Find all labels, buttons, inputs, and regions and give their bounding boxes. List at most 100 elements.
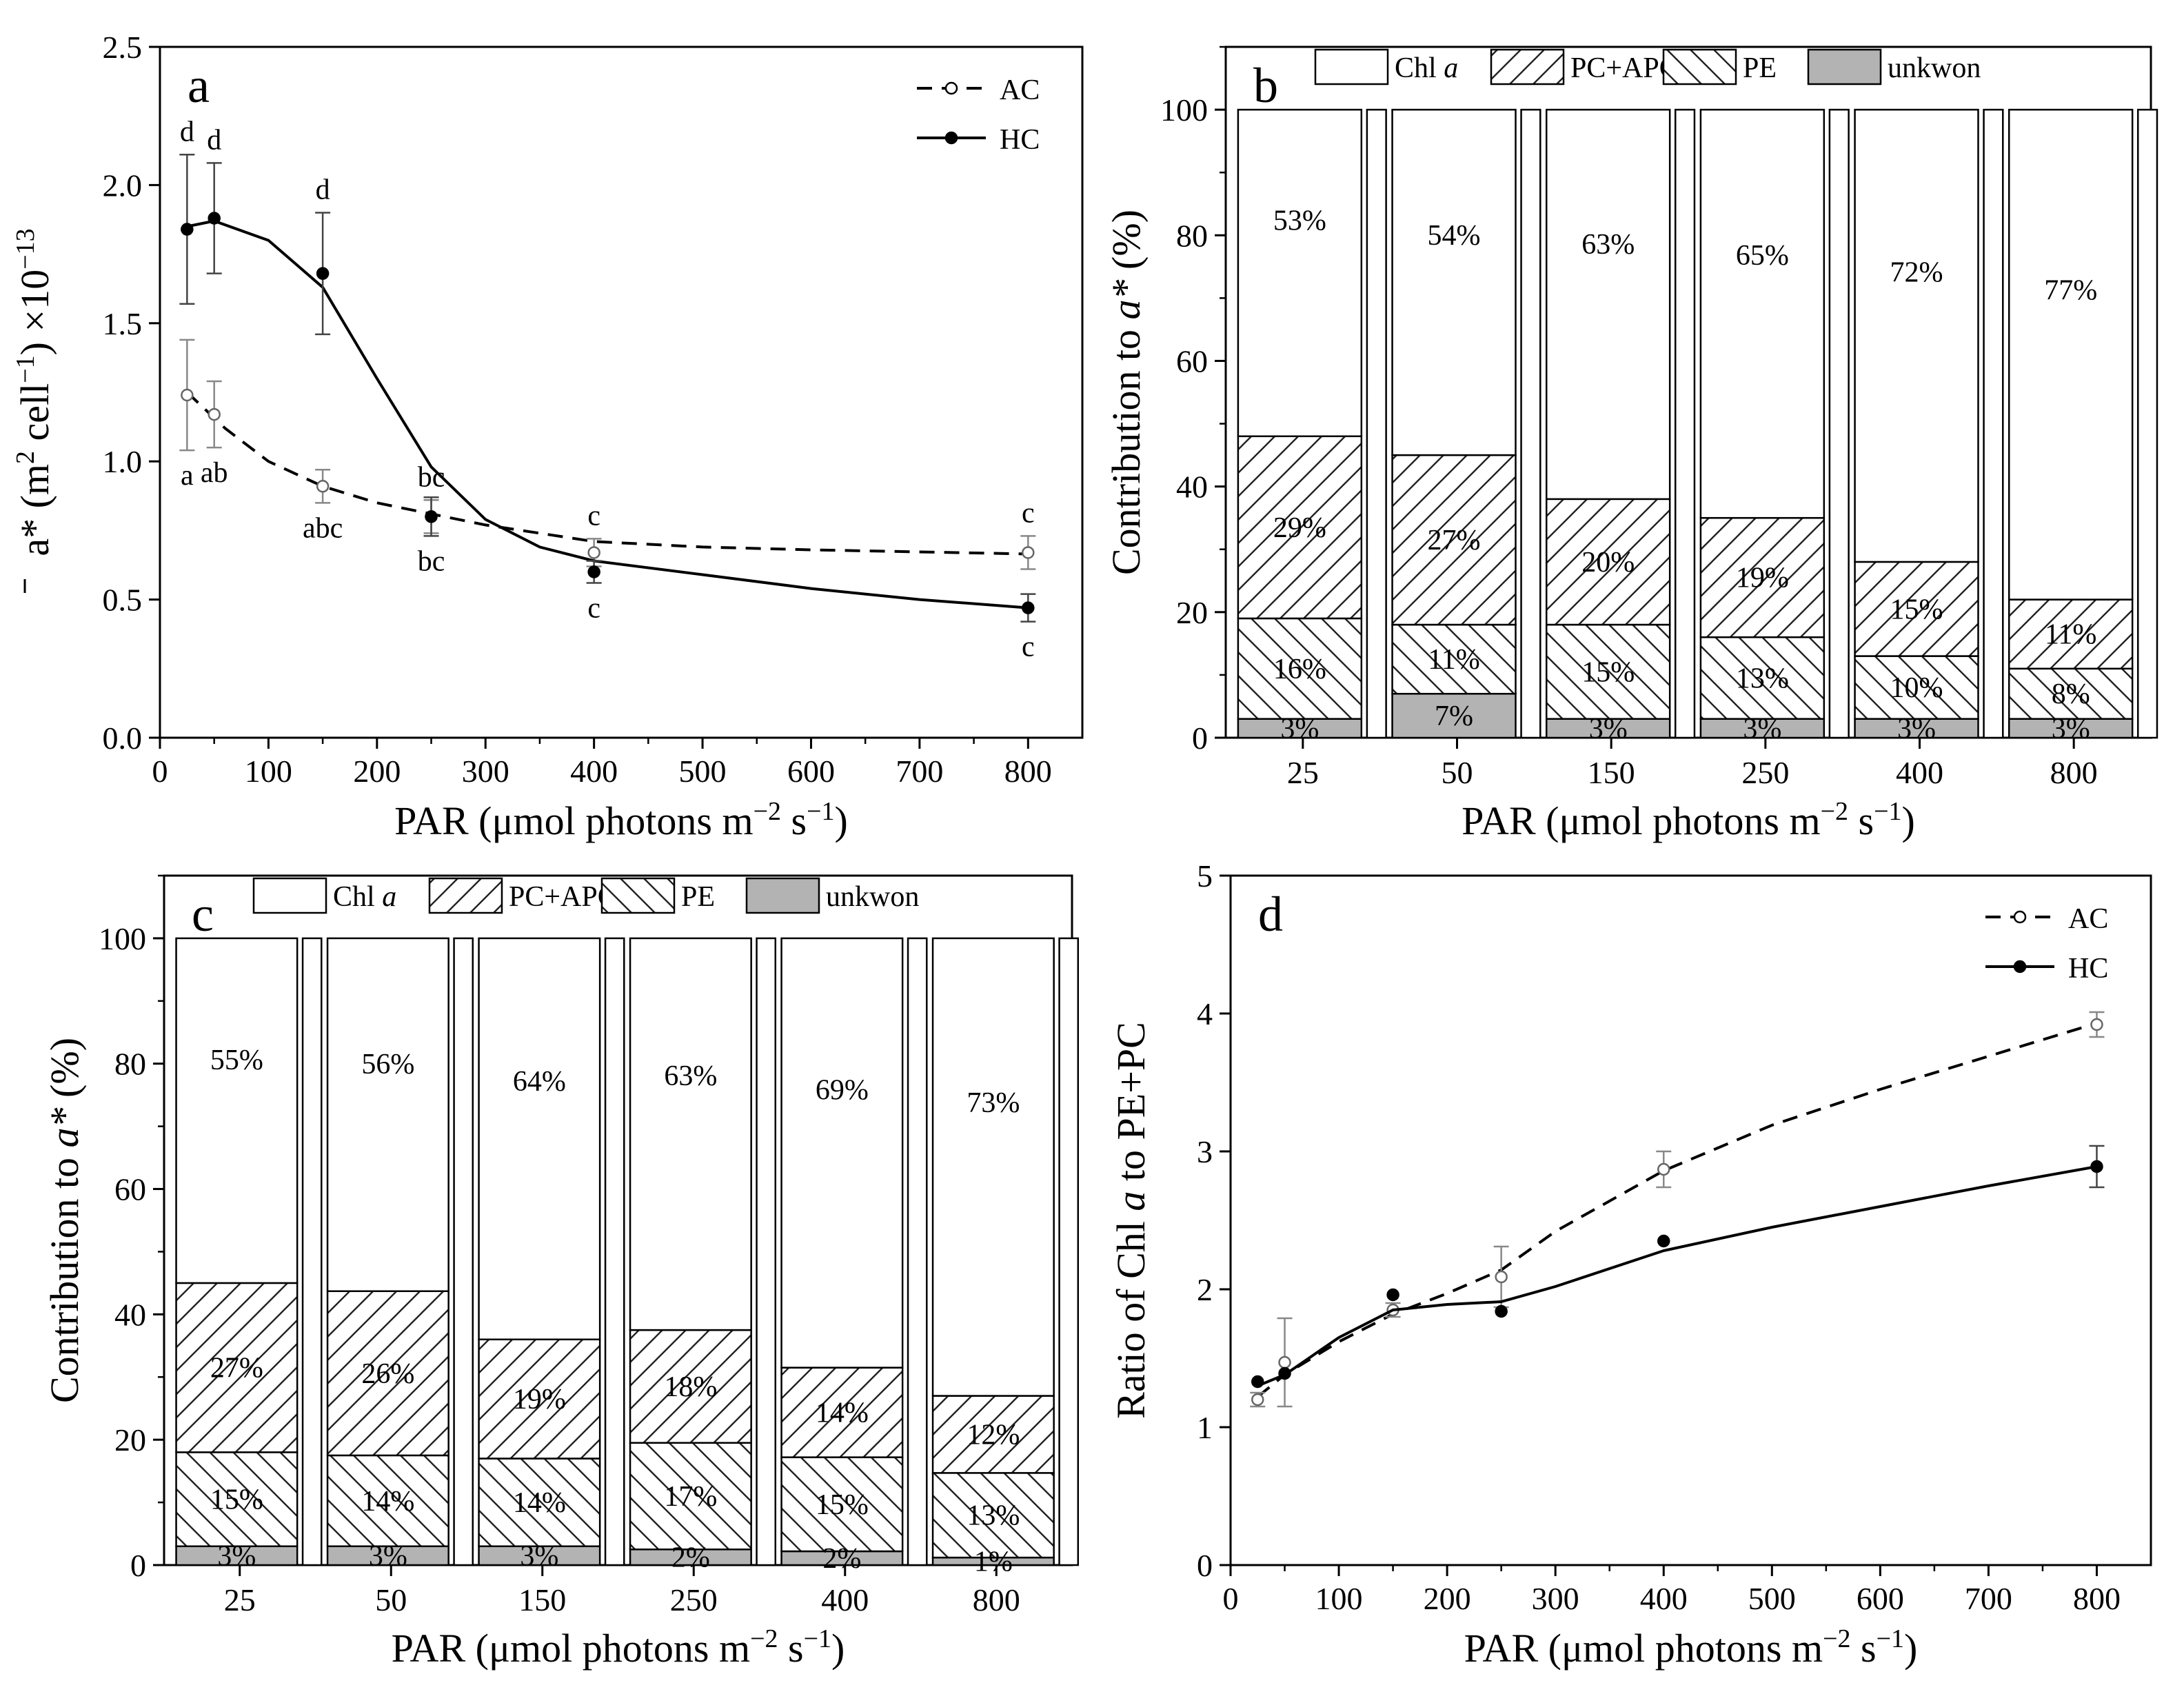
y-axis-title: a* (m2 cell−1) ×10−13	[11, 228, 57, 556]
bar-segment-pe	[478, 1458, 601, 1547]
bar-label: 15%	[816, 1489, 869, 1521]
bar-segment-chl-a	[931, 937, 1055, 1397]
bar-label: 11%	[1428, 644, 1479, 676]
bar-segment-pc-apc	[2008, 598, 2134, 670]
legend-swatch	[1662, 48, 1737, 85]
bar-segment-unkwon	[1237, 718, 1363, 739]
legend-marker	[2013, 960, 2027, 974]
x-tick-label: 200	[1424, 1581, 1471, 1616]
bar-label: 3%	[2052, 713, 2090, 745]
bar-segment-pc-apc	[1854, 561, 1979, 657]
legend-label: PC+APC	[509, 881, 617, 913]
bar-segment-pc-apc	[931, 1395, 1055, 1474]
bar-segment-pc-apc	[175, 1282, 299, 1453]
data-point-ac	[1278, 1355, 1291, 1369]
bar-label: 19%	[1736, 563, 1789, 594]
bar-label: 3%	[1280, 713, 1319, 745]
y-tick-label: 60	[114, 1172, 146, 1207]
bar-label: 54%	[1428, 220, 1481, 252]
data-point-ac	[1495, 1270, 1508, 1284]
bar-label: 63%	[1581, 229, 1635, 261]
panel-letter: c	[192, 887, 214, 942]
bar-segment-unkwon	[2008, 718, 2134, 739]
x-tick-label: 25	[1287, 755, 1319, 790]
bar-label: 55%	[210, 1045, 263, 1076]
legend-label: HC	[2068, 953, 2108, 985]
legend-label: unkwon	[1888, 52, 1981, 84]
bar-segment-chl-a	[780, 937, 904, 1369]
y-tick-label: 60	[1176, 343, 1208, 379]
y-axis-title: Contribution to a* (%)	[42, 1038, 87, 1403]
x-axis-title: PAR (μmol photons m−2 s−1)	[1462, 797, 1915, 843]
data-point-ac	[1251, 1393, 1264, 1406]
bar-segment-chl-a	[2008, 108, 2134, 601]
x-tick-label: 250	[670, 1582, 718, 1617]
bar-label: 1%	[974, 1546, 1013, 1578]
x-tick-label: 700	[1965, 1581, 2012, 1616]
y-tick-label: 4	[1197, 996, 1213, 1031]
bar-segment-pc-apc	[326, 1290, 449, 1457]
x-tick-label: 800	[2073, 1581, 2121, 1616]
y-tick-label: 0.0	[103, 720, 143, 756]
bar-segment-pc-apc	[478, 1338, 601, 1460]
legend-swatch	[428, 877, 503, 914]
bar-segment-pc-apc	[1699, 516, 1826, 638]
bar-label: 65%	[1736, 240, 1789, 272]
y-tick-label: 100	[99, 921, 146, 956]
bar-label: 29%	[1273, 512, 1326, 544]
legend-marker	[944, 81, 958, 95]
bar-label: 19%	[513, 1384, 566, 1415]
significance-label: c	[587, 593, 600, 625]
bar-segment-pe	[1699, 636, 1826, 720]
x-tick-label: 800	[973, 1582, 1020, 1617]
reference-bar	[301, 937, 323, 1566]
bar-label: 12%	[967, 1419, 1020, 1451]
fit-line-hc	[187, 219, 1029, 609]
bar-label: 14%	[816, 1398, 869, 1429]
reference-bar	[1674, 108, 1696, 739]
data-point-ac	[1657, 1162, 1670, 1176]
y-axis-title: Ratio of Chl a to PE+PC	[1109, 1022, 1153, 1419]
data-point-ac	[2090, 1018, 2103, 1031]
x-tick-label: 250	[1741, 755, 1789, 790]
bar-label: 3%	[1589, 713, 1628, 745]
x-tick-label: 200	[353, 754, 401, 789]
significance-label: ab	[201, 457, 228, 489]
y-tick-label: 0	[1192, 720, 1208, 756]
reference-bar	[2136, 108, 2158, 739]
bar-label: 14%	[361, 1486, 414, 1517]
x-tick-label: 400	[1896, 755, 1943, 790]
panel-c: 0 20 40 60 80 100 25 3% 15% 27% 55% 50 3% 14% 26% 56% 15…	[42, 874, 1080, 1671]
reference-bar	[453, 937, 474, 1566]
legend-swatch	[745, 877, 820, 914]
panel-letter: d	[1258, 887, 1283, 942]
data-point-hc	[1386, 1288, 1399, 1302]
data-point-hc	[316, 267, 330, 280]
y-tick-label: 0	[130, 1548, 146, 1583]
data-point-hc	[1495, 1304, 1508, 1318]
bar-label: 3%	[520, 1540, 558, 1572]
x-tick-label: 150	[1588, 755, 1635, 790]
data-point-hc	[2090, 1160, 2103, 1173]
legend-label: Chl a	[333, 881, 396, 913]
bar-label: 14%	[513, 1487, 566, 1519]
bar-segment-chl-a	[175, 937, 299, 1284]
bar-segment-chl-a	[1699, 108, 1826, 519]
y-tick-label: 1	[1197, 1410, 1213, 1445]
bar-label: 77%	[2044, 275, 2097, 307]
x-axis-title: PAR (μmol photons m−2 s−1)	[392, 1624, 845, 1671]
plot-frame	[1229, 874, 2152, 1566]
bar-label: 72%	[1890, 256, 1943, 288]
reference-bar	[604, 937, 625, 1566]
data-point-ac	[1022, 546, 1035, 559]
legend-marker	[2013, 910, 2027, 924]
legend-swatch	[1490, 48, 1565, 85]
y-tick-label: 20	[114, 1422, 146, 1458]
x-tick-label: 25	[224, 1582, 256, 1617]
bar-label: 15%	[210, 1484, 263, 1516]
bar-segment-pe	[1391, 623, 1517, 695]
y-tick-label: 0.5	[103, 583, 143, 618]
significance-label: c	[1022, 497, 1035, 529]
y-tick-label: 100	[1160, 92, 1208, 128]
y-tick-label: 0	[1197, 1548, 1213, 1583]
